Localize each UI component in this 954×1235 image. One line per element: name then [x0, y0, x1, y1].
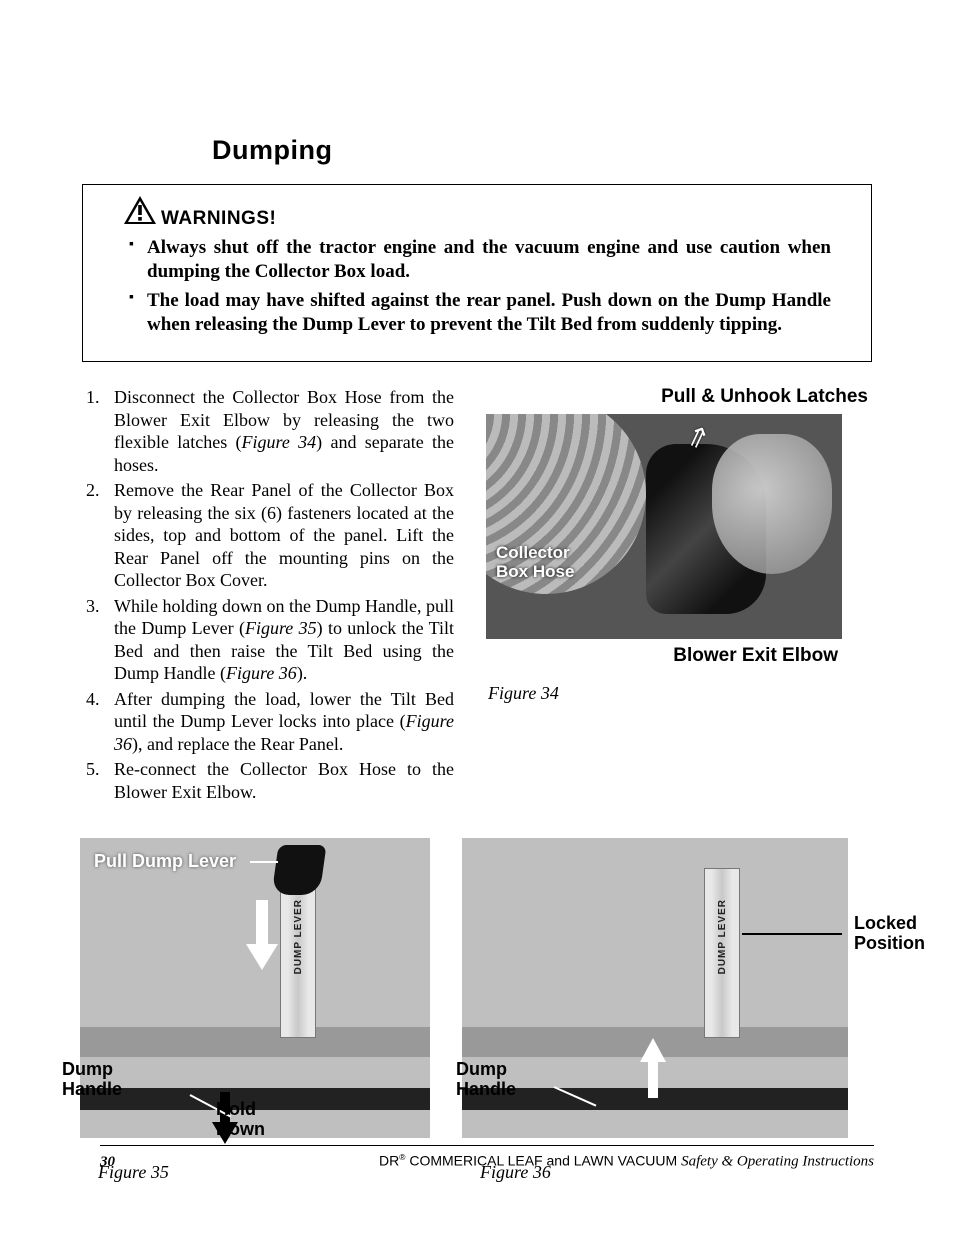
page-footer: 30 DR® COMMERICAL LEAF and LAWN VACUUM S…	[100, 1145, 874, 1171]
warning-item: Always shut off the tractor engine and t…	[147, 236, 831, 285]
step-item: While holding down on the Dump Handle, p…	[114, 595, 454, 685]
footer-doc: Safety & Operating Instructions	[681, 1154, 874, 1170]
fig36-handle-label-text: Dump Handle	[456, 1059, 516, 1099]
fig35-down-arrow-icon	[244, 900, 280, 975]
fig35-pull-line	[250, 861, 278, 863]
fig35-bg	[80, 838, 430, 1138]
fig35-hold-label-text: Hold Down	[216, 1099, 265, 1139]
figure36-block: DUMP LEVER Dump Handle Locked Position F…	[462, 838, 848, 1183]
section-title: Dumping	[212, 135, 874, 166]
fig34-bottom-label: Blower Exit Elbow	[486, 645, 838, 667]
fig36-lever-graphic: DUMP LEVER	[704, 868, 740, 1038]
step-item: Re-connect the Collector Box Hose to the…	[114, 758, 454, 803]
step-item: Disconnect the Collector Box Hose from t…	[114, 386, 454, 476]
fig36-locked-line	[742, 933, 842, 935]
figure34-wrap: ⇗ Collector Box Hose	[486, 414, 842, 639]
manual-page: Dumping WARNINGS! Always shut off the tr…	[0, 0, 954, 1235]
figure35-block: DUMP LEVER Pull Dump Lever Dump Handle	[80, 838, 430, 1183]
step-item: Remove the Rear Panel of the Collector B…	[114, 479, 454, 592]
fig36-lever-text: DUMP LEVER	[717, 899, 728, 974]
steps-column: Disconnect the Collector Box Hose from t…	[80, 386, 454, 806]
fig35-handle-label-text: Dump Handle	[62, 1059, 122, 1099]
footer-text: DR® COMMERICAL LEAF and LAWN VACUUM Safe…	[379, 1152, 874, 1171]
figure34-image: ⇗ Collector Box Hose	[486, 414, 842, 639]
footer-product: COMMERICAL LEAF and LAWN VACUUM	[405, 1153, 681, 1169]
figure35-image: DUMP LEVER Pull Dump Lever	[80, 838, 430, 1138]
fig35-hold-label: Hold Down	[216, 1100, 286, 1140]
fig35-handle-label: Dump Handle	[62, 1060, 122, 1100]
fig35-lever-text: DUMP LEVER	[293, 899, 304, 974]
steps-list: Disconnect the Collector Box Hose from t…	[80, 386, 454, 803]
fig36-up-arrow-icon	[638, 1038, 668, 1103]
fig35-lever-graphic: DUMP LEVER	[280, 868, 316, 1038]
warning-item: The load may have shifted against the re…	[147, 289, 831, 338]
warnings-label: WARNINGS!	[161, 208, 276, 230]
fig36-locked-label-text: Locked Position	[854, 913, 925, 953]
fig35-pull-label: Pull Dump Lever	[94, 852, 236, 872]
fig34-hose-label-text: Collector Box Hose	[496, 543, 574, 581]
fig36-locked-label: Locked Position	[854, 914, 925, 954]
fig34-top-label: Pull & Unhook Latches	[486, 386, 868, 408]
footer-brand: DR	[379, 1153, 399, 1169]
warnings-header: WARNINGS!	[123, 195, 831, 230]
figure34-column: Pull & Unhook Latches ⇗ Collector Box Ho…	[486, 386, 874, 704]
warning-triangle-icon	[123, 195, 157, 230]
page-number: 30	[100, 1154, 115, 1171]
bottom-figures-row: DUMP LEVER Pull Dump Lever Dump Handle	[80, 838, 874, 1183]
fig34-caption: Figure 34	[488, 683, 874, 704]
fig36-handle-label: Dump Handle	[456, 1060, 516, 1100]
content-columns: Disconnect the Collector Box Hose from t…	[80, 386, 874, 806]
fig34-hose-label: Collector Box Hose	[496, 544, 574, 581]
step-item: After dumping the load, lower the Tilt B…	[114, 688, 454, 756]
fig34-hand-graphic	[712, 434, 832, 574]
warnings-list: Always shut off the tractor engine and t…	[123, 236, 831, 337]
warnings-box: WARNINGS! Always shut off the tractor en…	[82, 184, 872, 362]
figure36-image: DUMP LEVER	[462, 838, 848, 1138]
